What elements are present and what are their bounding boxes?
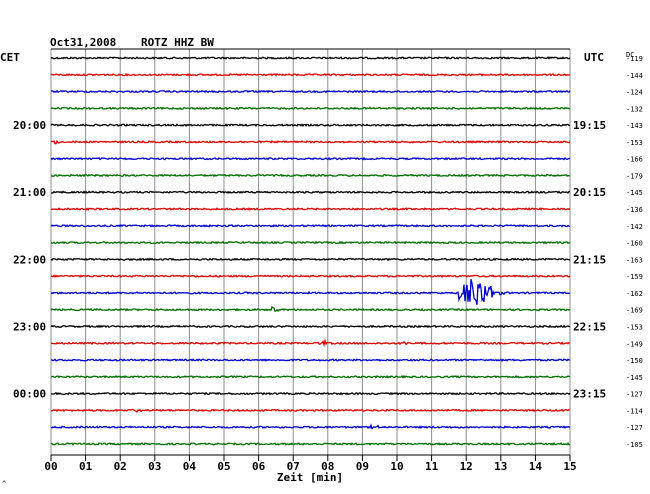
corner-mark: ^ xyxy=(2,480,6,488)
right-time-label: 20:15 xyxy=(573,186,606,199)
left-time-label: 23:00 xyxy=(13,320,46,333)
trace-line xyxy=(50,408,571,413)
trace-line xyxy=(50,139,571,145)
trace-line xyxy=(50,56,571,60)
trace-line xyxy=(50,257,571,262)
left-time-label: 21:00 xyxy=(13,186,46,199)
x-tick-label: 09 xyxy=(356,460,369,473)
x-tick-label: 01 xyxy=(79,460,93,473)
dc-value: -160 xyxy=(626,240,643,248)
x-tick-label: 06 xyxy=(252,460,266,473)
x-tick-label: 08 xyxy=(321,460,334,473)
left-time-label: 00:00 xyxy=(13,388,46,401)
trace-line xyxy=(50,106,571,111)
trace-line xyxy=(50,391,571,396)
dc-value: -153 xyxy=(626,139,643,147)
dc-value: -159 xyxy=(626,273,643,281)
trace-line xyxy=(50,173,571,178)
left-time-label: 22:00 xyxy=(13,253,46,266)
dc-value: -179 xyxy=(626,172,643,180)
dc-value: -153 xyxy=(626,323,643,331)
left-time-label: 20:00 xyxy=(13,119,46,132)
trace-line xyxy=(50,190,571,195)
right-time-zone: UTC xyxy=(584,51,604,64)
dc-value: -149 xyxy=(626,340,643,348)
left-time-zone: CET xyxy=(0,51,20,64)
dc-value: -145 xyxy=(626,189,643,197)
trace-line xyxy=(50,156,571,161)
right-time-label: 21:15 xyxy=(573,253,606,266)
dc-value: -105 xyxy=(626,441,643,449)
trace-line xyxy=(50,72,571,77)
x-tick-label: 15 xyxy=(563,460,576,473)
x-tick-label: 14 xyxy=(529,460,543,473)
trace-line xyxy=(50,123,570,128)
dc-label: DC xyxy=(626,51,634,59)
x-axis-label: Zeit [min] xyxy=(277,471,343,484)
trace-line xyxy=(50,423,571,430)
x-tick-label: 02 xyxy=(114,460,127,473)
trace-line xyxy=(50,442,571,446)
right-time-label: 23:15 xyxy=(573,388,606,401)
trace-line xyxy=(50,89,571,94)
chart-station: ROTZ HHZ BW xyxy=(141,36,214,49)
trace-line xyxy=(50,240,571,245)
time-grid xyxy=(50,48,571,461)
dc-value: -142 xyxy=(626,223,643,231)
dc-value: -143 xyxy=(626,122,643,130)
dc-value: -144 xyxy=(626,72,643,80)
x-tick-label: 00 xyxy=(44,460,57,473)
dc-value: -127 xyxy=(626,391,643,399)
trace-line xyxy=(50,338,571,348)
dc-value: -145 xyxy=(626,374,643,382)
trace-group xyxy=(50,56,571,446)
right-time-label: 19:15 xyxy=(573,119,606,132)
trace-line xyxy=(50,306,571,313)
dc-value: -127 xyxy=(626,424,643,432)
trace-line xyxy=(50,374,571,379)
x-tick-label: 04 xyxy=(183,460,197,473)
dc-value: -132 xyxy=(626,105,643,113)
x-tick-label: 10 xyxy=(390,460,403,473)
trace-line xyxy=(50,274,571,279)
x-tick-label: 03 xyxy=(148,460,161,473)
trace-line xyxy=(50,223,571,228)
dc-value: -162 xyxy=(626,290,643,298)
chart-date: Oct31,2008 xyxy=(50,36,116,49)
trace-line xyxy=(50,278,571,305)
dc-value: -136 xyxy=(626,206,643,214)
trace-line xyxy=(50,324,571,329)
dc-value: -169 xyxy=(626,307,643,315)
dc-value: -114 xyxy=(626,407,643,415)
x-tick-label: 07 xyxy=(287,460,300,473)
trace-line xyxy=(50,207,571,211)
dc-value: -150 xyxy=(626,357,643,365)
dc-value: -163 xyxy=(626,256,643,264)
right-time-label: 22:15 xyxy=(573,320,606,333)
dc-value: -124 xyxy=(626,89,643,97)
dc-value: -166 xyxy=(626,156,643,164)
dc-value: -119 xyxy=(626,55,643,63)
x-tick-label: 05 xyxy=(217,460,230,473)
label-group: -119 -144 -124 -132 -143 20:00 19:15 -153 -166 -1… xyxy=(13,55,643,473)
x-tick-label: 11 xyxy=(425,460,439,473)
x-tick-label: 13 xyxy=(494,460,507,473)
x-tick-label: 12 xyxy=(460,460,473,473)
trace-line xyxy=(50,358,571,362)
